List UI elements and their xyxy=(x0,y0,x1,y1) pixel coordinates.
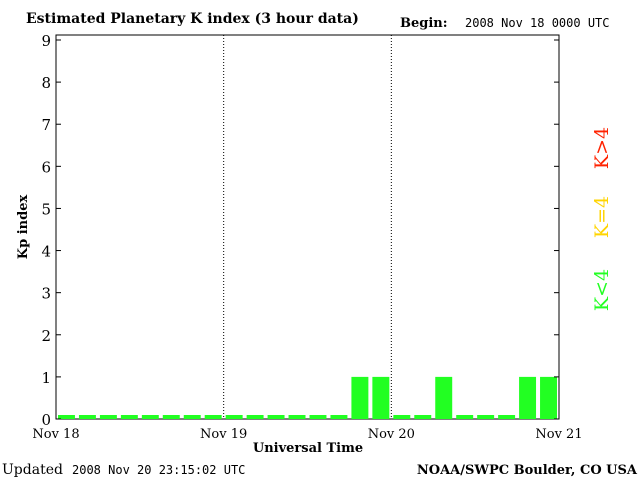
y-tick-label: 6 xyxy=(41,158,51,176)
legend-item: K>4 xyxy=(591,127,613,169)
begin-label: Begin: xyxy=(400,16,448,31)
kp-bar xyxy=(540,376,557,419)
kp-bar xyxy=(288,415,306,419)
kp-bar xyxy=(141,415,159,419)
y-axis-label: Kp index xyxy=(16,195,31,260)
y-tick-label: 2 xyxy=(41,327,51,345)
x-tick-label: Nov 21 xyxy=(535,427,582,442)
footer-updated-value: 2008 Nov 20 23:15:02 UTC xyxy=(72,463,245,477)
chart-title: Estimated Planetary K index (3 hour data… xyxy=(26,11,359,27)
y-tick-label: 0 xyxy=(41,411,51,429)
x-ticks: Nov 18 Nov 19 Nov 20 Nov 21 xyxy=(32,427,582,442)
footer-updated-label: Updated xyxy=(2,462,63,478)
y-tick-label: 5 xyxy=(41,200,51,218)
kp-bar xyxy=(477,415,495,419)
y-tick-label: 7 xyxy=(41,116,51,134)
kp-bar xyxy=(456,415,474,419)
y-ticks: 0 1 2 3 4 5 6 7 8 9 xyxy=(41,32,559,429)
legend-item: K=4 xyxy=(591,196,613,238)
kp-bar xyxy=(435,376,453,419)
x-tick-label: Nov 18 xyxy=(32,427,79,442)
x-axis-label: Universal Time xyxy=(253,441,363,456)
kp-bar xyxy=(498,415,516,419)
kp-bar xyxy=(267,415,285,419)
kp-bar xyxy=(309,415,327,419)
y-tick-label: 1 xyxy=(41,369,51,387)
kp-bar xyxy=(393,415,411,419)
x-tick-label: Nov 19 xyxy=(200,427,247,442)
y-tick-label: 9 xyxy=(41,32,51,50)
kp-bar xyxy=(351,376,369,419)
kp-bar xyxy=(183,415,201,419)
y-tick-label: 8 xyxy=(41,74,51,92)
day-gridlines xyxy=(223,35,392,419)
x-tick-label: Nov 20 xyxy=(368,427,415,442)
kp-bar xyxy=(519,376,537,419)
kp-bar xyxy=(162,415,180,419)
kp-bar xyxy=(58,415,75,419)
kp-bar xyxy=(78,415,96,419)
legend: K<4 K=4 K>4 xyxy=(591,127,613,311)
kp-bar xyxy=(204,415,222,419)
kp-bar xyxy=(330,415,348,419)
kp-bar xyxy=(246,415,264,419)
legend-item: K<4 xyxy=(591,269,613,311)
footer-agency: NOAA/SWPC Boulder, CO USA xyxy=(417,463,638,478)
kp-bars xyxy=(58,376,557,419)
kp-bar xyxy=(225,415,243,419)
y-tick-label: 3 xyxy=(41,285,51,303)
kp-bar xyxy=(120,415,138,419)
begin-value: 2008 Nov 18 0000 UTC xyxy=(465,16,610,30)
kp-bar xyxy=(99,415,117,419)
plot-frame xyxy=(55,34,560,420)
y-tick-label: 4 xyxy=(41,243,51,261)
kp-bar xyxy=(414,415,432,419)
kp-bar xyxy=(372,376,390,419)
